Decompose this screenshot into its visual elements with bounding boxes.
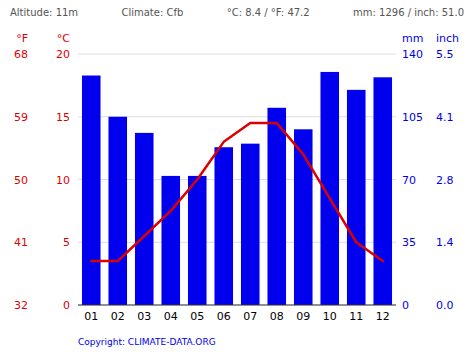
tick-label: 2.8 [436, 174, 454, 187]
tick-label: 4.1 [436, 111, 454, 124]
tick-label: 70 [402, 174, 416, 187]
tick-label: 140 [402, 48, 423, 61]
tick-label: 32 [14, 299, 28, 312]
grid [78, 54, 396, 305]
tick-label: 08 [270, 310, 284, 323]
axis-label: °C [57, 32, 71, 45]
tick-label: 04 [164, 310, 178, 323]
tick-label: 5.5 [436, 48, 454, 61]
bar [241, 144, 260, 305]
bar [373, 77, 392, 305]
tick-label: 09 [296, 310, 310, 323]
axis-label: °F [16, 32, 28, 45]
chart: Altitude: 11m Climate: Cfb °C: 8.4 / °F: 4… [0, 0, 474, 355]
tick-label: 03 [137, 310, 151, 323]
bar [267, 108, 286, 305]
header-text: Climate: Cfb [121, 7, 183, 18]
bar [135, 133, 154, 305]
header-text: Altitude: 11m [10, 7, 78, 18]
tick-label: 01 [84, 310, 98, 323]
tick-label: 05 [190, 310, 204, 323]
tick-label: 02 [111, 310, 125, 323]
bar [161, 176, 180, 305]
tick-label: 07 [243, 310, 257, 323]
grid-line [78, 54, 396, 55]
bar [347, 90, 366, 305]
bar [188, 176, 207, 305]
tick-label: 0.0 [436, 299, 454, 312]
plot-area [82, 72, 392, 305]
tick-label: 15 [56, 111, 70, 124]
tick-label: 59 [14, 111, 28, 124]
footer: Copyright: CLIMATE-DATA.ORG [78, 337, 216, 347]
tick-label: 5 [63, 236, 70, 249]
bar [82, 76, 101, 305]
tick-label: 11 [349, 310, 363, 323]
tick-label: 10 [56, 174, 70, 187]
tick-label: 12 [376, 310, 390, 323]
temperature-line [91, 123, 383, 261]
tick-label: 0 [402, 299, 409, 312]
tick-label: 20 [56, 48, 70, 61]
tick-label: 10 [323, 310, 337, 323]
tick-label: 0 [63, 299, 70, 312]
tick-label: 50 [14, 174, 28, 187]
header-text: mm: 1296 / inch: 51.0 [353, 7, 464, 18]
tick-label: 68 [14, 48, 28, 61]
header-text: °C: 8.4 / °F: 47.2 [227, 7, 310, 18]
tick-label: 41 [14, 236, 28, 249]
tick-label: 35 [402, 236, 416, 249]
bar [108, 117, 127, 305]
x-axis [78, 305, 396, 306]
tick-label: 105 [402, 111, 423, 124]
bar [214, 147, 233, 305]
tick-label: 06 [217, 310, 231, 323]
tick-label: 1.4 [436, 236, 454, 249]
axis-label: mm [402, 32, 423, 45]
header: Altitude: 11m Climate: Cfb °C: 8.4 / °F: 4… [10, 7, 464, 18]
grid-line [78, 305, 396, 306]
axis-label: inch [436, 32, 459, 45]
